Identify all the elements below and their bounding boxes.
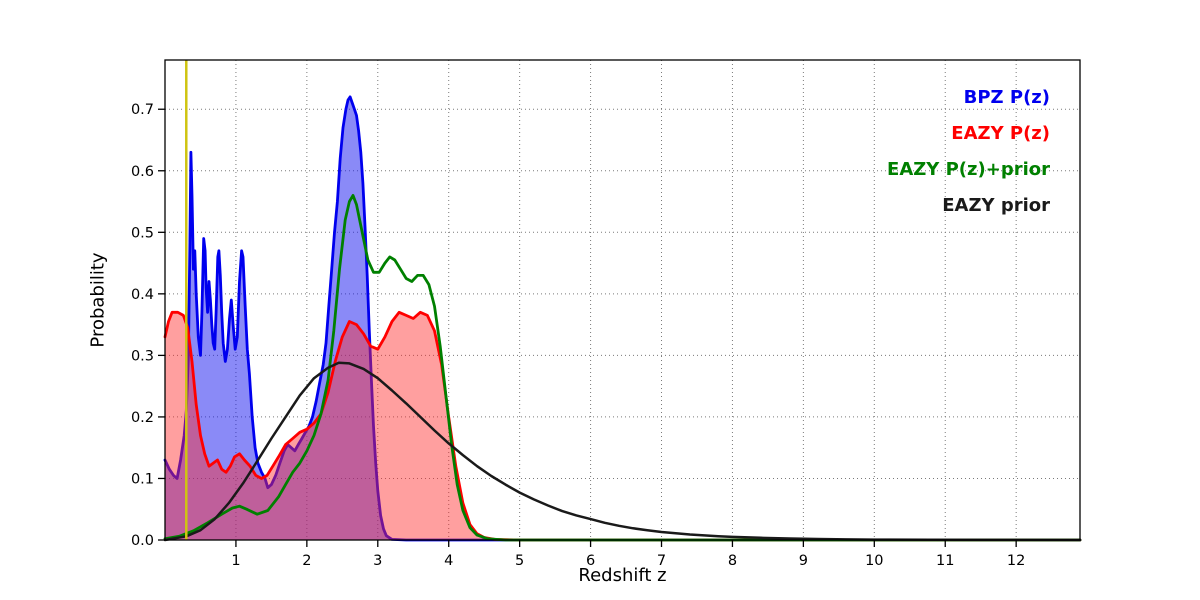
series-line	[163, 361, 1082, 542]
x-tick-label: 9	[799, 553, 808, 569]
x-tick-label: 1	[231, 553, 240, 569]
x-tick-label: 3	[373, 553, 382, 569]
x-tick-label: 11	[936, 553, 954, 569]
axes-frame	[164, 59, 1081, 541]
y-tick-label: 0.1	[131, 471, 154, 487]
y-tick-label: 0.5	[131, 225, 154, 241]
y-axis-label: Probability	[87, 252, 109, 348]
y-tick-label: 0.2	[131, 410, 154, 426]
y-tick-label: 0.7	[131, 102, 154, 118]
legend-entry: BPZ P(z)	[963, 87, 1050, 108]
y-tick-label: 0.3	[131, 348, 154, 364]
legend-entry: EAZY P(z)	[951, 123, 1050, 144]
x-tick-label: 5	[515, 553, 524, 569]
series-line	[163, 95, 1082, 542]
y-tick-label: 0.4	[131, 287, 154, 303]
series-fill	[165, 96, 1080, 541]
legend: BPZ P(z) EAZY P(z) EAZY P(z)+prior EAZY pri…	[887, 80, 1050, 224]
legend-entry: EAZY P(z)+prior	[887, 159, 1050, 180]
series-line	[163, 310, 1082, 542]
x-tick-label: 4	[444, 553, 453, 569]
x-axis-label: Redshift z	[578, 565, 667, 586]
x-tick-label: 6	[586, 553, 595, 569]
x-tick-label: 10	[865, 553, 883, 569]
y-tick-label: 0.0	[131, 533, 154, 549]
x-tick-label: 8	[728, 553, 737, 569]
legend-entry: EAZY prior	[942, 195, 1050, 216]
y-tick-label: 0.6	[131, 164, 154, 180]
x-tick-label: 7	[657, 553, 666, 569]
x-tick-label: 12	[1007, 553, 1025, 569]
x-tick-label: 2	[302, 553, 311, 569]
series-line	[163, 194, 1082, 542]
series-fill	[165, 312, 1080, 540]
